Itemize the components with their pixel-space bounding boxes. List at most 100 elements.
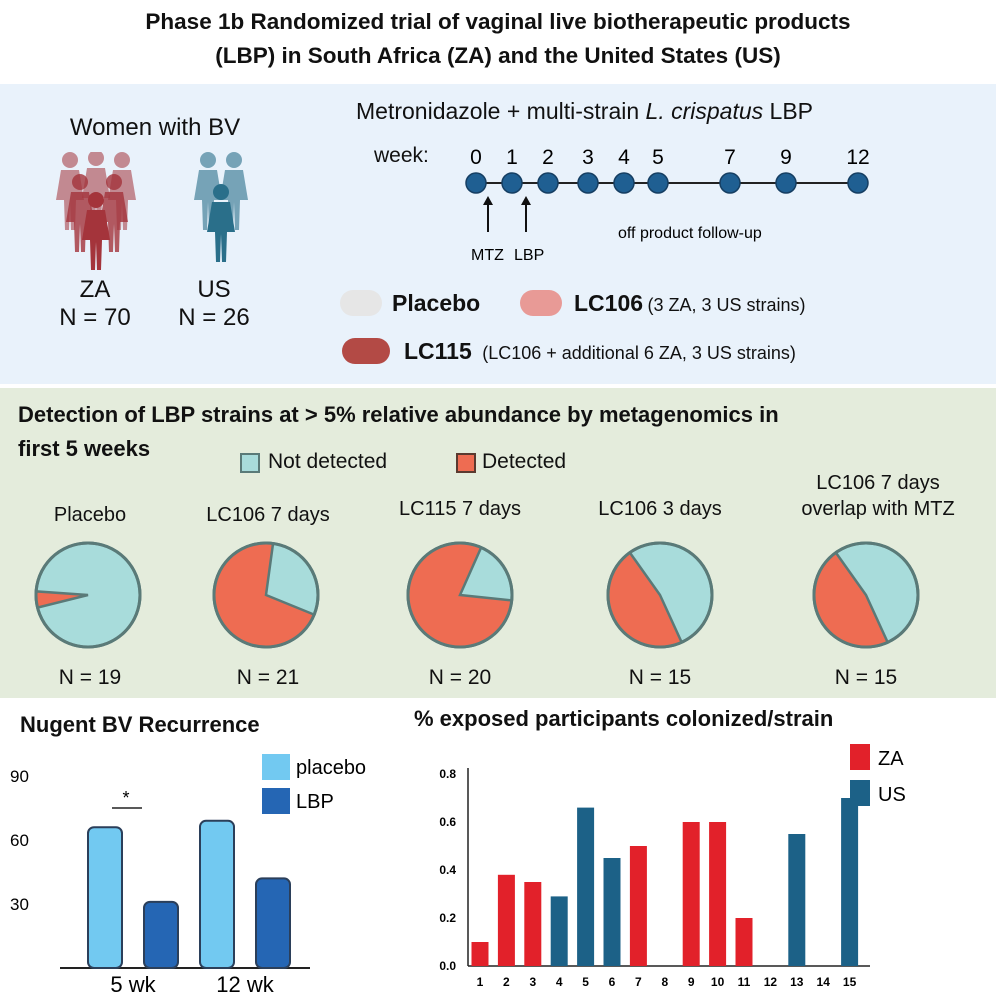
lbp-label: LBP (514, 247, 544, 264)
chart2-xtick-15: 15 (843, 975, 857, 989)
week-dot-9 (775, 172, 797, 194)
pie-n-lc115-7d: N = 20 (428, 666, 492, 689)
week-dots (465, 172, 869, 194)
not-detected-label: Not detected (268, 450, 388, 473)
week-dot-12 (847, 172, 869, 194)
week-label-3: 3 (582, 146, 594, 169)
chart1-title: Nugent BV Recurrence (20, 712, 260, 737)
chart1-legend-LBP: LBP (296, 791, 334, 813)
week-label-2: 2 (542, 146, 554, 169)
detection-pies (34, 541, 920, 649)
chart2-bar-strain-2 (497, 874, 515, 966)
lc115-label: LC115 (404, 338, 472, 364)
pie-label-lc106-overlap-line1: LC106 7 days (816, 472, 940, 494)
chart2-xtick-10: 10 (711, 975, 725, 989)
week-dot-4 (613, 172, 635, 194)
chart1-legend-swatch-placebo (262, 754, 290, 780)
pie-1 (212, 541, 320, 649)
pie-2 (406, 541, 514, 649)
chart2-ytick-0.6: 0.6 (439, 815, 456, 829)
chart2-xtick-1: 1 (477, 975, 484, 989)
lc106-description: (3 ZA, 3 US strains) (647, 295, 806, 315)
chart2-ytick-0.0: 0.0 (439, 959, 456, 973)
chart2-xtick-4: 4 (556, 975, 563, 989)
followup-label: off product follow-up (618, 225, 762, 242)
pie-label-lc106-7d: LC106 7 days (206, 504, 330, 526)
week-label: week: (374, 144, 429, 167)
za-woman-figures (56, 152, 136, 270)
chart1-bar-placebo-5wk (87, 826, 123, 969)
timeline: 0 1 2 3 4 5 7 9 12 MTZ LBP off product follow-up (465, 146, 870, 264)
chart1-xtick-0: 5 wk (110, 972, 156, 996)
za-label: ZA (79, 276, 111, 303)
chart1-ytick-60: 60 (10, 831, 29, 850)
mtz-label: MTZ (471, 247, 504, 264)
week-dot-3 (577, 172, 599, 194)
chart2-title: % exposed participants colonized/strain (414, 706, 834, 731)
chart2-legend-US: US (878, 784, 906, 806)
week-dot-1 (501, 172, 523, 194)
lc106-label: LC106 (574, 290, 644, 316)
lc115-legend: LC115 (LC106 + additional 6 ZA, 3 US str… (404, 338, 796, 365)
recurrence-chart: 30 60 90 5 wk 12 wk * placebo LBP (10, 754, 366, 996)
regimen-heading-suffix: LBP (763, 98, 814, 124)
week-dot-5 (647, 172, 669, 194)
chart2-xtick-12: 12 (764, 975, 778, 989)
chart2-bar-strain-15 (841, 798, 859, 966)
pie-4 (812, 541, 920, 649)
mtz-arrow (483, 196, 493, 232)
not-detected-swatch (240, 453, 260, 473)
pie-3 (606, 541, 714, 649)
week-label-5: 5 (652, 146, 664, 169)
chart2-xtick-13: 13 (790, 975, 804, 989)
pie-0 (34, 541, 142, 649)
pie-label-lc106-3d: LC106 3 days (598, 498, 722, 520)
chart2-bar-strain-5 (577, 807, 595, 966)
chart2-xtick-3: 3 (529, 975, 536, 989)
chart1-ytick-90: 90 (10, 767, 29, 786)
chart1-legend-swatch-LBP (262, 788, 290, 814)
pie-label-lc115-7d: LC115 7 days (399, 498, 521, 520)
chart2-bar-strain-1 (471, 942, 489, 966)
pie-n-lc106-7d: N = 21 (236, 666, 300, 689)
lc106-swatch (520, 290, 562, 316)
chart1-significance-star: * (122, 788, 129, 808)
za-count: N = 70 (59, 304, 131, 331)
chart2-xtick-14: 14 (817, 975, 831, 989)
chart2-xtick-6: 6 (609, 975, 616, 989)
detected-label: Detected (482, 450, 567, 473)
regimen-heading: Metronidazole + multi-strain L. crispatu… (356, 98, 813, 125)
chart2-bar-strain-7 (629, 846, 647, 966)
week-label-7: 7 (724, 146, 736, 169)
pie-label-lc106-overlap-line2: overlap with MTZ (801, 498, 955, 520)
week-label-9: 9 (780, 146, 792, 169)
us-women-icon (194, 152, 248, 262)
chart1-legend-placebo: placebo (296, 757, 366, 779)
placebo-label: Placebo (392, 290, 481, 316)
chart2-bar-strain-4 (550, 896, 568, 966)
week-label-0: 0 (470, 146, 482, 169)
pie-n-placebo: N = 19 (58, 666, 122, 689)
pie-label-lc106-overlap: LC106 7 days overlap with MTZ (778, 470, 978, 522)
chart2-bar-strain-10 (709, 822, 727, 966)
pie-n-lc106-overlap: N = 15 (834, 666, 898, 689)
chart2-legend-swatch-ZA (850, 744, 870, 770)
week-label-1: 1 (506, 146, 518, 169)
chart2-xtick-5: 5 (582, 975, 589, 989)
us-count: N = 26 (178, 304, 250, 331)
chart2-bar-strain-11 (735, 918, 753, 966)
lbp-arrow (521, 196, 531, 232)
week-tick-labels: 0 1 2 3 4 5 7 9 12 (470, 146, 870, 169)
cohort-heading: Women with BV (69, 114, 241, 141)
placebo-swatch (340, 290, 382, 316)
chart2-legend-swatch-US (850, 780, 870, 806)
chart2-xtick-8: 8 (661, 975, 668, 989)
lc106-legend: LC106 (3 ZA, 3 US strains) (574, 290, 806, 317)
chart1-bar-LBP-5wk (143, 900, 179, 969)
za-women-icon (56, 152, 136, 270)
chart2-xtick-9: 9 (688, 975, 695, 989)
chart2-ytick-0.2: 0.2 (439, 911, 456, 925)
chart1-xtick-1: 12 wk (216, 972, 274, 996)
chart2-legend-ZA: ZA (878, 748, 904, 770)
